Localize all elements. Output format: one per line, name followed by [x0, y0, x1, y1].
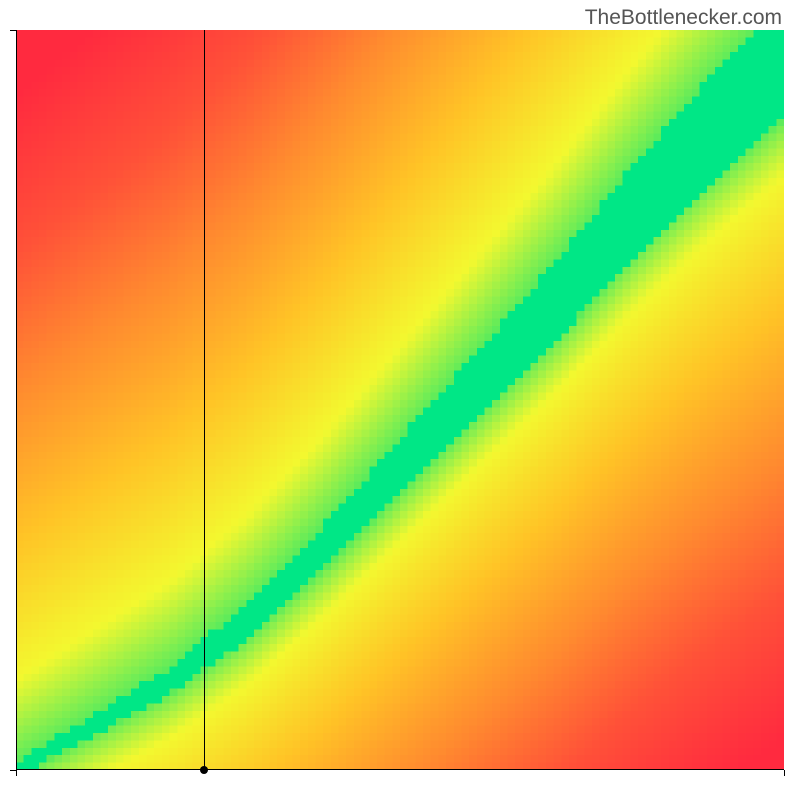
plot-area: [16, 30, 784, 770]
x-axis-line: [16, 769, 784, 770]
x-tick: [16, 770, 17, 776]
crosshair-vertical: [204, 30, 205, 770]
watermark-text: TheBottlenecker.com: [585, 6, 782, 30]
heatmap-canvas: [16, 30, 784, 770]
y-tick: [10, 770, 16, 771]
y-axis-line: [16, 30, 17, 770]
x-tick: [784, 770, 785, 776]
y-tick: [10, 30, 16, 31]
crosshair-marker-dot: [200, 766, 208, 774]
